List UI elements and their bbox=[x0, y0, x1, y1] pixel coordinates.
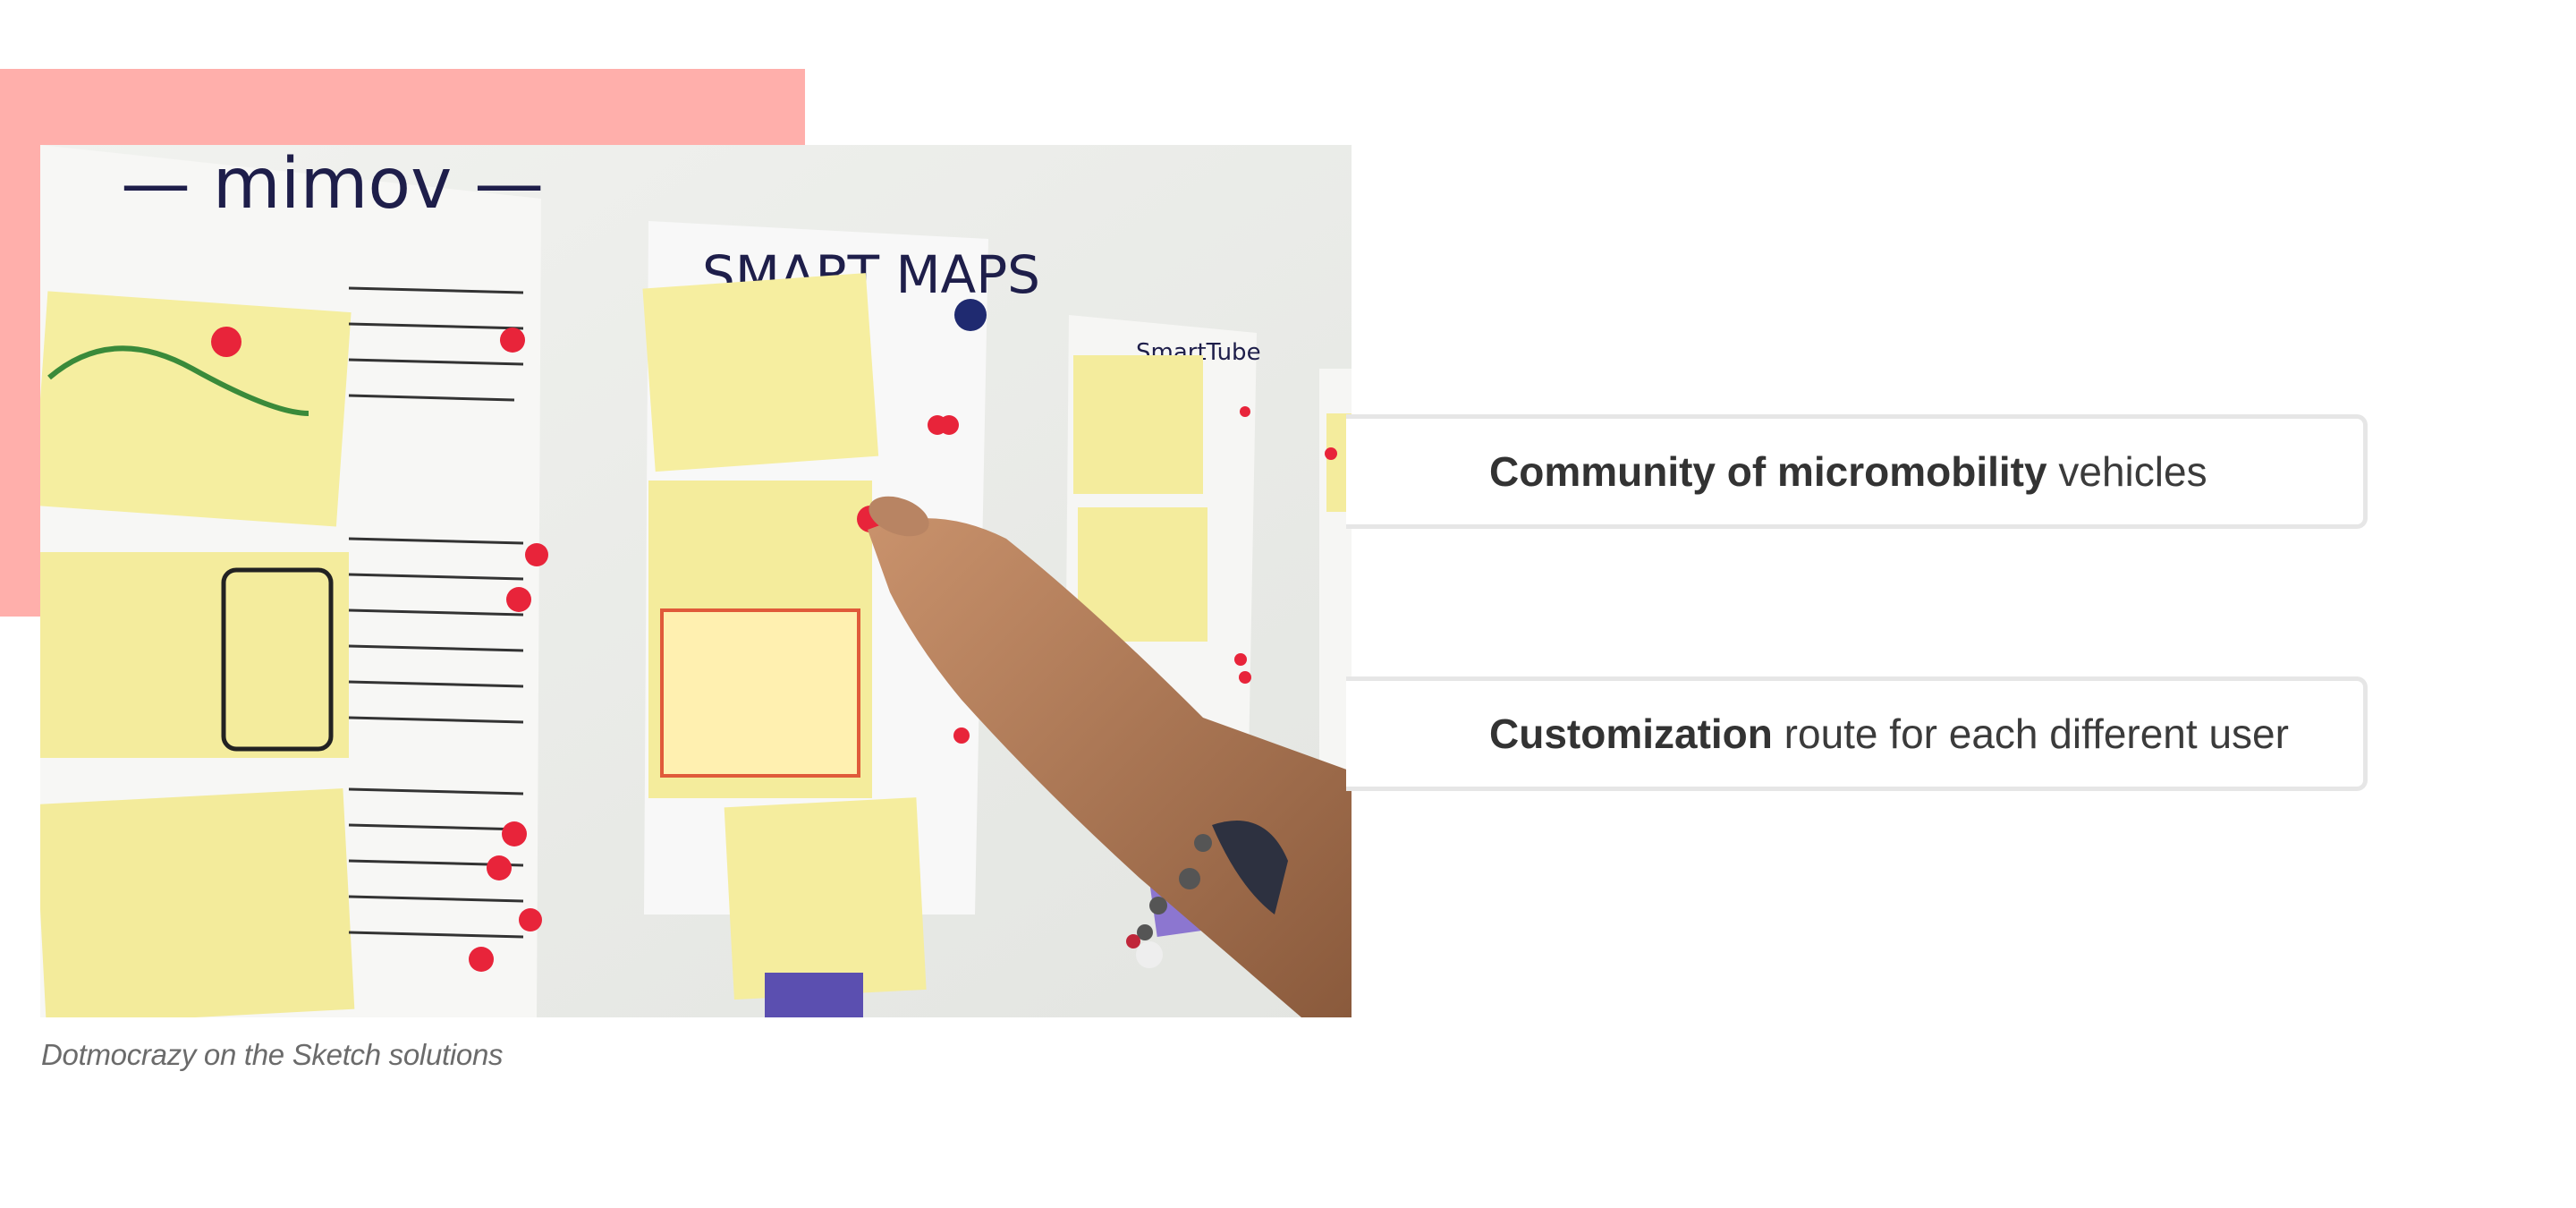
callout-customization-text: Customization route for each different u… bbox=[1489, 710, 2289, 758]
callout-community-text: Community of micromobility vehicles bbox=[1489, 447, 2207, 496]
poster-mimov: — mimov — bbox=[40, 145, 544, 1017]
callout-customization-bold: Customization bbox=[1489, 710, 1773, 757]
photo-illustration: — mimov — SMART MAPS bbox=[40, 145, 1352, 1017]
photo-caption: Dotmocrazy on the Sketch solutions bbox=[41, 1038, 504, 1071]
vote-dots bbox=[211, 327, 1337, 972]
callout-community-rest: vehicles bbox=[2046, 448, 2207, 495]
callout-customization-rest: route for each different user bbox=[1772, 710, 2289, 757]
callout-customization: Customization route for each different u… bbox=[1346, 676, 2368, 791]
pointing-arm bbox=[868, 496, 1352, 1017]
poster-mimov-title: — mimov — bbox=[121, 145, 544, 225]
poster-smart-maps: SMART MAPS bbox=[642, 221, 1040, 1017]
callout-community-bold: Community of micromobility bbox=[1489, 448, 2047, 495]
sketch-wall-photo: — mimov — SMART MAPS bbox=[40, 145, 1352, 1017]
callout-community: Community of micromobility vehicles bbox=[1346, 414, 2368, 529]
